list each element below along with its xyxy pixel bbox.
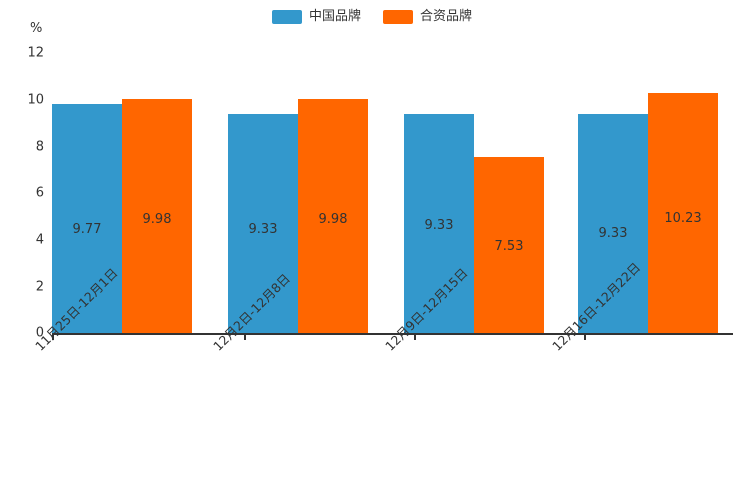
- x-tick-mark-1: [244, 333, 246, 340]
- y-tick-label-2: 2: [35, 279, 44, 295]
- bar-value-joint-venture-brand-1: 9.98: [142, 212, 172, 227]
- bar-china-brand-2[interactable]: 9.33: [228, 114, 298, 333]
- plot-area: 9.77 9.98 9.33 9.98 9.33 7.53 9.33 10.23: [52, 0, 733, 333]
- y-axis: 12 10 8 6 4 2 0: [0, 0, 44, 496]
- bar-value-china-brand-3: 9.33: [424, 218, 454, 233]
- y-tick-label-12: 12: [27, 45, 44, 61]
- y-axis-origin-tick: [52, 333, 54, 340]
- legend-item-china-brand[interactable]: 中国品牌: [271, 9, 361, 24]
- bar-china-brand-4[interactable]: 9.33: [578, 114, 648, 333]
- bar-value-china-brand-4: 9.33: [598, 226, 628, 241]
- bar-value-joint-venture-brand-4: 10.23: [664, 211, 702, 226]
- x-tick-mark-2: [414, 333, 416, 340]
- x-axis-line: [52, 333, 733, 335]
- bar-value-joint-venture-brand-2: 9.98: [318, 212, 348, 227]
- bar-joint-venture-brand-3[interactable]: 7.53: [474, 157, 544, 333]
- y-tick-label-8: 8: [35, 139, 44, 155]
- y-tick-label-10: 10: [27, 92, 44, 108]
- bar-joint-venture-brand-2[interactable]: 9.98: [298, 99, 368, 333]
- y-tick-label-4: 4: [35, 232, 44, 248]
- legend-label-china-brand: 中国品牌: [308, 9, 361, 24]
- legend-swatch-icon-orange: [383, 10, 413, 24]
- legend-swatch-icon-blue: [271, 10, 302, 24]
- x-tick-mark-3: [584, 333, 586, 340]
- y-axis-unit-label: %: [30, 21, 43, 36]
- y-tick-label-6: 6: [35, 185, 44, 201]
- bar-value-joint-venture-brand-3: 7.53: [494, 239, 524, 254]
- bar-value-china-brand-1: 9.77: [72, 222, 102, 237]
- bar-joint-venture-brand-1[interactable]: 9.98: [122, 99, 192, 333]
- bar-china-brand-1[interactable]: 9.77: [52, 104, 122, 333]
- chart-legend: 中国品牌 合资品牌: [0, 10, 744, 24]
- bar-joint-venture-brand-4[interactable]: 10.23: [648, 93, 718, 333]
- y-tick-label-0: 0: [35, 325, 44, 341]
- legend-item-joint-venture-brand[interactable]: 合资品牌: [383, 10, 472, 24]
- bar-china-brand-3[interactable]: 9.33: [404, 114, 474, 333]
- bar-value-china-brand-2: 9.33: [248, 222, 278, 237]
- legend-label-joint-venture-brand: 合资品牌: [420, 9, 473, 24]
